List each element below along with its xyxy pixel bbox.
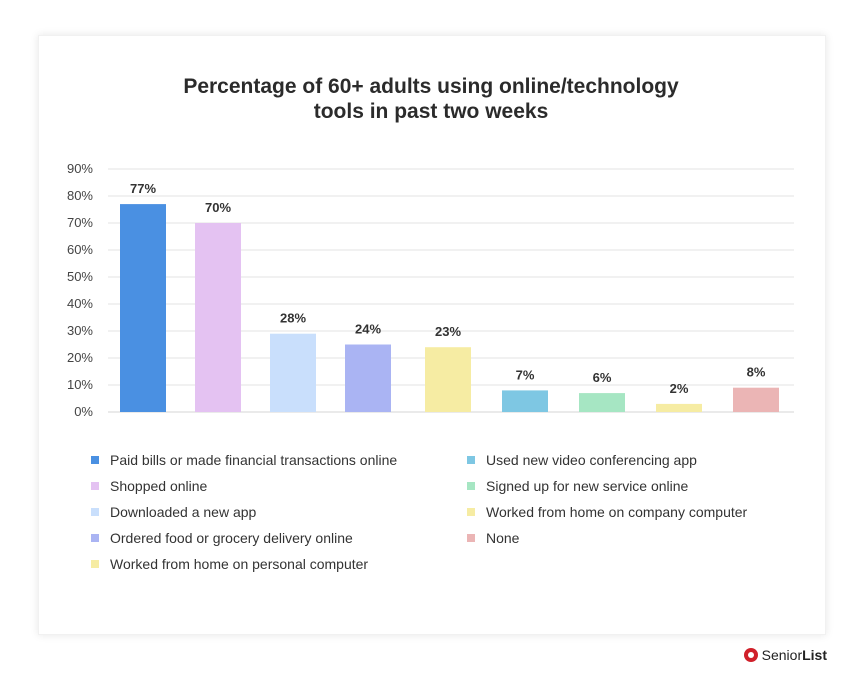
data-label: 7% bbox=[516, 367, 535, 382]
bar bbox=[425, 347, 471, 412]
bar bbox=[502, 390, 548, 412]
bar bbox=[579, 393, 625, 412]
legend-label: Downloaded a new app bbox=[110, 504, 257, 520]
y-tick-label: 40% bbox=[67, 296, 93, 311]
legend-label: Used new video conferencing app bbox=[486, 452, 697, 468]
legend-swatch bbox=[467, 482, 475, 490]
chart-card bbox=[38, 35, 826, 635]
bar bbox=[656, 403, 702, 412]
y-tick-label: 20% bbox=[67, 350, 93, 365]
legend-item: Ordered food or grocery delivery online bbox=[91, 530, 353, 546]
legend-swatch bbox=[91, 456, 99, 464]
bar bbox=[195, 223, 241, 412]
y-tick-label: 90% bbox=[67, 161, 93, 176]
legend-label: Worked from home on personal computer bbox=[110, 556, 369, 572]
data-label: 24% bbox=[355, 322, 381, 337]
bar bbox=[345, 344, 391, 412]
data-label: 8% bbox=[747, 365, 766, 380]
data-label: 70% bbox=[205, 200, 231, 215]
legend-item: Shopped online bbox=[91, 478, 207, 494]
legend-label: None bbox=[486, 530, 520, 546]
brand-logo: SeniorList bbox=[743, 647, 827, 663]
data-label: 6% bbox=[593, 370, 612, 385]
brand-mark-icon bbox=[743, 648, 758, 662]
data-label: 23% bbox=[435, 324, 461, 339]
chart-title-line-2: tools in past two weeks bbox=[313, 100, 549, 123]
legend-swatch bbox=[91, 534, 99, 542]
legend-swatch bbox=[91, 482, 99, 490]
bar bbox=[270, 333, 316, 412]
y-tick-label: 50% bbox=[67, 269, 93, 284]
legend-label: Shopped online bbox=[110, 478, 208, 494]
legend-item: None bbox=[467, 530, 519, 546]
brand-suffix: List bbox=[802, 647, 827, 663]
legend-item: Worked from home on company computer bbox=[467, 504, 747, 520]
y-tick-label: 60% bbox=[67, 242, 93, 257]
y-tick-label: 80% bbox=[67, 188, 93, 203]
legend-label: Ordered food or grocery delivery online bbox=[110, 530, 353, 546]
y-tick-label: 10% bbox=[67, 377, 93, 392]
legend-swatch bbox=[467, 456, 475, 464]
data-label: 2% bbox=[670, 381, 689, 396]
legend-swatch bbox=[467, 508, 475, 516]
chart-title-line-1: Percentage of 60+ adults using online/te… bbox=[183, 75, 679, 98]
y-tick-label: 70% bbox=[67, 215, 93, 230]
legend-item: Downloaded a new app bbox=[91, 504, 256, 520]
legend-label: Worked from home on company computer bbox=[486, 504, 748, 520]
legend-label: Paid bills or made financial transaction… bbox=[110, 452, 398, 468]
legend-label: Signed up for new service online bbox=[486, 478, 689, 494]
legend-item: Used new video conferencing app bbox=[467, 452, 697, 468]
data-label: 28% bbox=[280, 311, 306, 326]
bar bbox=[120, 204, 166, 412]
data-label: 77% bbox=[130, 181, 156, 196]
legend-item: Paid bills or made financial transaction… bbox=[91, 452, 397, 468]
y-tick-label: 30% bbox=[67, 323, 93, 338]
brand-prefix: Senior bbox=[761, 647, 803, 663]
legend-swatch bbox=[91, 560, 99, 568]
bar bbox=[733, 387, 779, 412]
legend-swatch bbox=[91, 508, 99, 516]
chart-title: Percentage of 60+ adults using online/te… bbox=[38, 74, 824, 124]
legend-item: Signed up for new service online bbox=[467, 478, 688, 494]
legend-item: Worked from home on personal computer bbox=[91, 556, 368, 572]
y-tick-label: 0% bbox=[74, 404, 93, 419]
legend-swatch bbox=[467, 534, 475, 542]
